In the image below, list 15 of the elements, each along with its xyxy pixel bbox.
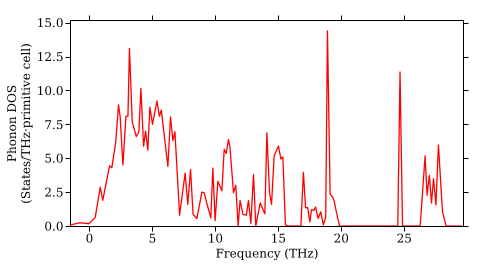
y-tick-label: 2.5 [44, 186, 64, 200]
y-tick-label: 7.5 [44, 118, 64, 132]
x-tick-label: 5 [148, 232, 156, 246]
x-tick-label: 25 [396, 232, 412, 246]
x-tick-label: 0 [86, 232, 94, 246]
x-tick-label: 20 [334, 232, 349, 246]
y-axis-title: Phonon DOS (States/THz·primitive cell) [4, 43, 33, 204]
y-tick-label: 5.0 [44, 152, 64, 166]
y-tick-label: 10.0 [36, 84, 64, 98]
x-tick-label: 10 [208, 232, 223, 246]
x-tick-label: 15 [270, 232, 286, 246]
y-tick-label: 15.0 [36, 16, 64, 30]
y-tick-label: 12.5 [36, 50, 64, 64]
x-axis-title: Frequency (THz) [216, 246, 318, 260]
y-tick-label: 0.0 [44, 220, 64, 234]
